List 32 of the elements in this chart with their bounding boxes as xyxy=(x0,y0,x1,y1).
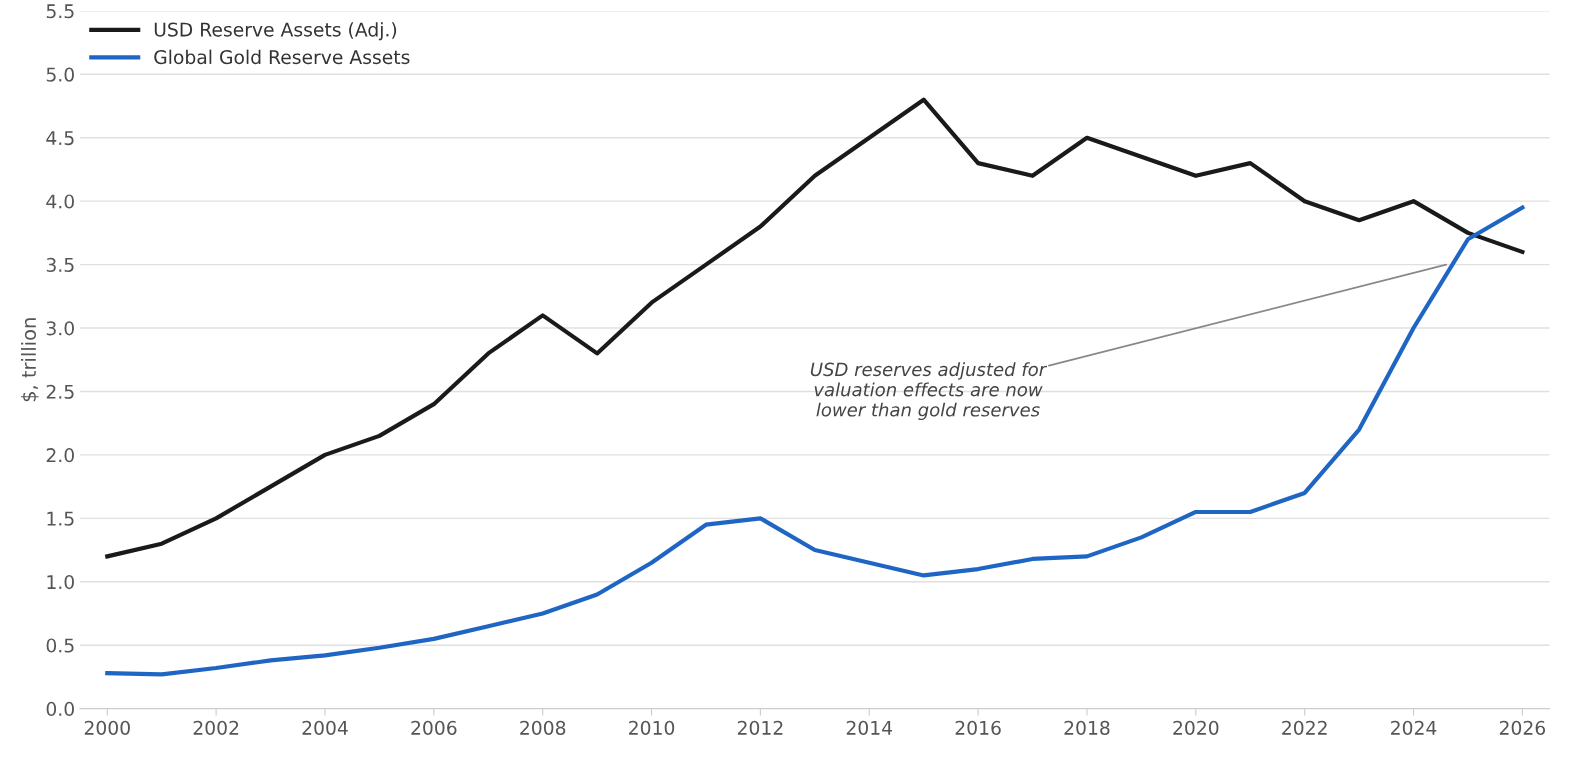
y-tick-label: 0.0 xyxy=(46,701,74,717)
line-series xyxy=(105,97,1525,559)
y-tick-label: 3.0 xyxy=(46,321,74,336)
x-tick-label: 2010 xyxy=(629,720,675,735)
x-tick-label: 2018 xyxy=(1064,720,1110,735)
x-tick-label: 2002 xyxy=(193,720,239,735)
y-tick-label: 5.0 xyxy=(46,67,74,82)
annotation: USD reserves adjusted for valuation effects are now lower than gold reserves xyxy=(810,362,1048,421)
y-tick-label: 2.0 xyxy=(46,448,74,463)
x-tick-label: 2012 xyxy=(737,720,783,735)
legend-label: USD Reserve Assets (Adj.) xyxy=(154,22,397,41)
x-tick-label: 2024 xyxy=(1391,720,1437,735)
x-tick-label: 2006 xyxy=(411,720,457,735)
y-tick-label: 2.5 xyxy=(46,384,74,399)
y-tick-label: 3.5 xyxy=(46,257,74,272)
y-tick-label: 4.5 xyxy=(46,131,74,146)
line-series xyxy=(105,205,1525,677)
x-tick-label: 2016 xyxy=(955,720,1001,735)
x-tick-label: 2000 xyxy=(84,720,130,735)
legend-label: Global Gold Reserve Assets xyxy=(154,49,410,65)
x-tick-label: 2004 xyxy=(302,720,348,735)
x-tick-label: 2014 xyxy=(846,720,893,735)
y-tick-label: 5.5 xyxy=(46,4,74,19)
y-tick-label: 4.0 xyxy=(46,194,74,209)
y-axis-title: $, trillion xyxy=(21,318,39,402)
x-tick-label: 2026 xyxy=(1499,720,1546,735)
x-tick-label: 2008 xyxy=(520,720,566,735)
y-tick-label: 1.5 xyxy=(47,511,74,526)
y-tick-label: 0.5 xyxy=(46,638,74,653)
x-tick-label: 2022 xyxy=(1282,720,1327,735)
x-tick-label: 2020 xyxy=(1173,720,1219,735)
y-tick-label: 1.0 xyxy=(47,574,74,590)
